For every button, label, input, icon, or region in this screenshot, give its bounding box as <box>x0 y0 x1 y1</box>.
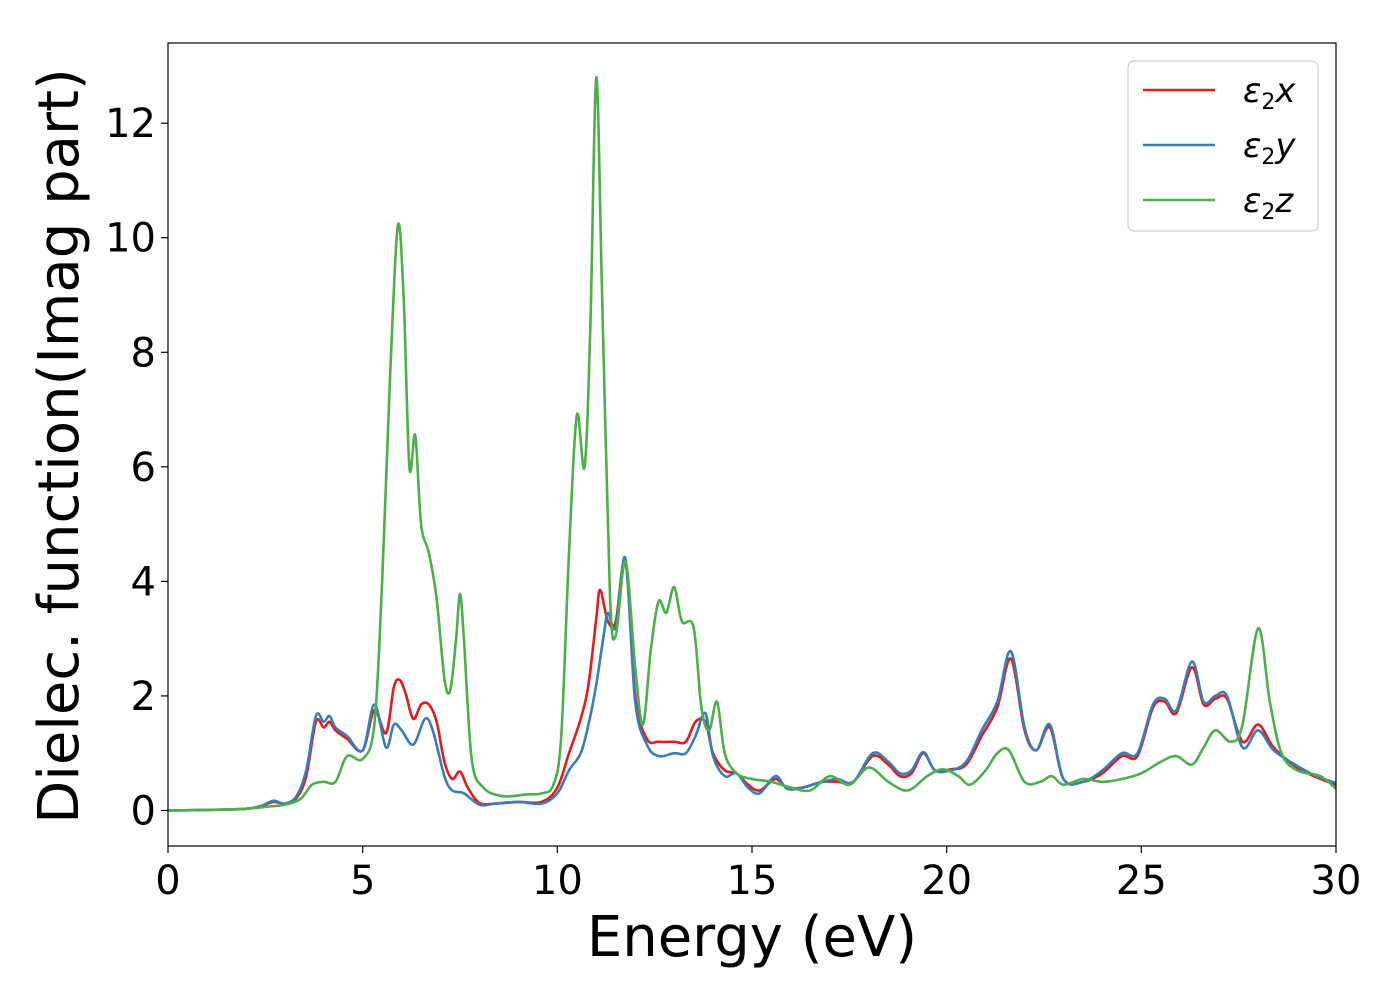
y-ticks: 0 2 4 6 8 10 12 <box>105 101 168 834</box>
x-tick-label: 30 <box>1311 858 1362 904</box>
y-tick-label: 0 <box>131 788 156 834</box>
legend-label-x: ε2x <box>1243 71 1296 115</box>
y-tick-label: 8 <box>131 330 156 376</box>
x-tick-label: 25 <box>1116 858 1167 904</box>
legend-label-y: ε2y <box>1243 126 1296 170</box>
series-line-z <box>167 76 1337 812</box>
y-tick-label: 12 <box>105 101 156 147</box>
x-ticks: 0 5 10 15 20 25 30 <box>155 846 1361 904</box>
series-layer <box>167 76 1337 812</box>
legend-label-z: ε2z <box>1243 181 1294 225</box>
x-tick-label: 20 <box>921 858 972 904</box>
legend-frame <box>1127 60 1319 232</box>
y-tick-label: 2 <box>131 674 156 720</box>
y-tick-label: 4 <box>131 559 156 605</box>
legend: ε2x ε2y ε2z <box>1127 60 1319 232</box>
y-axis-title: Dielec. function(Imag part) <box>27 68 92 824</box>
x-tick-label: 0 <box>155 858 180 904</box>
y-tick-label: 10 <box>105 216 156 262</box>
x-tick-label: 10 <box>532 858 583 904</box>
legend-items: ε2x ε2y ε2z <box>1143 71 1296 225</box>
x-tick-label: 15 <box>727 858 778 904</box>
y-tick-label: 6 <box>131 445 156 491</box>
series-line-x <box>167 558 1337 812</box>
x-axis-title: Energy (eV) <box>587 905 917 970</box>
x-tick-label: 5 <box>350 858 375 904</box>
